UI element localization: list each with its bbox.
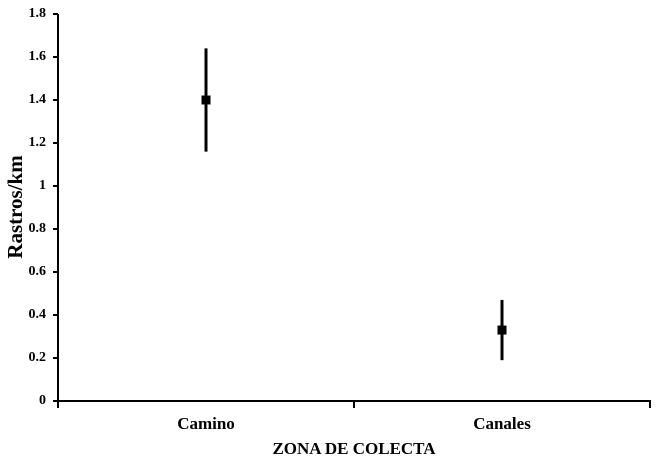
y-tick-label: 0.8: [29, 221, 47, 236]
x-axis-label: ZONA DE COLECTA: [272, 439, 436, 458]
y-tick-label: 1: [39, 178, 46, 193]
y-tick-label: 0.4: [29, 307, 47, 322]
y-tick-label: 0.6: [29, 264, 47, 279]
y-tick-label: 0.2: [29, 350, 47, 365]
point: [497, 325, 507, 335]
y-tick-label: 0: [39, 393, 46, 408]
y-tick-label: 1.2: [29, 135, 47, 150]
x-tick-label: Canales: [473, 414, 531, 433]
point: [201, 95, 211, 105]
y-axis-label: Rastros/km: [3, 155, 27, 259]
x-tick-label: Camino: [177, 414, 235, 433]
y-tick-label: 1.4: [29, 92, 47, 107]
y-tick-label: 1.8: [29, 6, 47, 21]
y-tick-label: 1.6: [29, 49, 47, 64]
